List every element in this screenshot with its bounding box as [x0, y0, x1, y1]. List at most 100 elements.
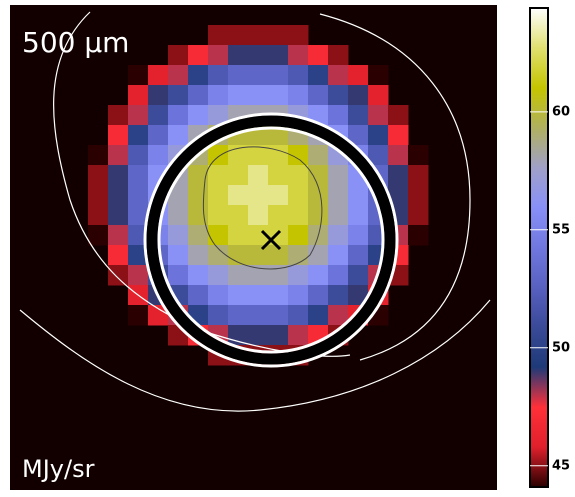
pixel — [148, 145, 169, 166]
pixel — [328, 105, 349, 126]
pixel — [128, 105, 149, 126]
pixel — [128, 185, 149, 206]
pixel — [88, 145, 109, 166]
pixel — [328, 285, 349, 306]
pixel — [108, 265, 129, 286]
pixel — [228, 185, 249, 206]
pixel — [168, 65, 189, 86]
colorbar-tick-label: 60 — [552, 104, 570, 119]
pixel — [168, 45, 189, 66]
pixel — [268, 265, 289, 286]
pixel — [288, 165, 309, 186]
pixel — [188, 85, 209, 106]
pixel — [308, 145, 329, 166]
pixel — [108, 125, 129, 146]
pixel — [128, 225, 149, 246]
pixel — [268, 325, 289, 346]
pixel — [288, 65, 309, 86]
pixel — [228, 225, 249, 246]
pixel — [248, 165, 269, 186]
pixel — [288, 205, 309, 226]
pixel — [408, 225, 429, 246]
pixel — [228, 25, 249, 46]
pixel — [108, 245, 129, 266]
pixel — [308, 305, 329, 326]
pixel — [288, 85, 309, 106]
pixel — [228, 45, 249, 66]
pixel — [128, 165, 149, 186]
pixel — [228, 85, 249, 106]
pixel — [288, 245, 309, 266]
pixel — [208, 105, 229, 126]
pixel — [228, 285, 249, 306]
pixel — [188, 265, 209, 286]
pixel — [168, 265, 189, 286]
pixel — [348, 65, 369, 86]
pixel — [368, 65, 389, 86]
pixel — [268, 205, 289, 226]
pixel — [308, 285, 329, 306]
pixel — [148, 125, 169, 146]
pixel — [388, 105, 409, 126]
colorbar — [529, 7, 549, 488]
pixel — [288, 145, 309, 166]
pixel — [88, 165, 109, 186]
pixel — [248, 325, 269, 346]
pixel — [228, 65, 249, 86]
pixel — [228, 245, 249, 266]
inner-contours — [202, 146, 323, 270]
pixel — [128, 305, 149, 326]
pixel — [168, 85, 189, 106]
pixel — [168, 125, 189, 146]
pixel — [328, 225, 349, 246]
pixel — [208, 265, 229, 286]
pixel — [368, 145, 389, 166]
pixel — [388, 185, 409, 206]
pixel — [88, 185, 109, 206]
pixel — [328, 185, 349, 206]
pixel — [348, 185, 369, 206]
pixel — [248, 65, 269, 86]
pixel — [268, 65, 289, 86]
pixel — [168, 245, 189, 266]
pixel — [268, 245, 289, 266]
pixel — [268, 85, 289, 106]
pixel — [188, 185, 209, 206]
pixel — [268, 285, 289, 306]
pixel — [308, 65, 329, 86]
pixel — [348, 245, 369, 266]
pixel — [408, 145, 429, 166]
pixel — [108, 145, 129, 166]
pixel — [128, 145, 149, 166]
unit-label: MJy/sr — [22, 455, 95, 483]
pixel — [288, 325, 309, 346]
pixel — [388, 145, 409, 166]
pixel — [148, 65, 169, 86]
pixel — [208, 225, 229, 246]
pixel — [248, 265, 269, 286]
pixel — [288, 225, 309, 246]
colorbar-tick-label: 45 — [552, 458, 570, 473]
pixel — [248, 185, 269, 206]
pixel — [408, 185, 429, 206]
aperture-outer — [143, 112, 399, 368]
pixel — [248, 245, 269, 266]
pixel — [128, 205, 149, 226]
pixel — [128, 65, 149, 86]
pixel — [168, 205, 189, 226]
pixel — [328, 265, 349, 286]
pixel — [128, 265, 149, 286]
pixel — [388, 165, 409, 186]
pixel — [268, 45, 289, 66]
pixel — [308, 85, 329, 106]
pixel — [248, 45, 269, 66]
pixel — [168, 105, 189, 126]
pixel — [368, 85, 389, 106]
pixel — [348, 265, 369, 286]
pixel — [388, 125, 409, 146]
pixel — [248, 225, 269, 246]
pixel — [228, 165, 249, 186]
pixel — [88, 205, 109, 226]
pixel — [368, 125, 389, 146]
